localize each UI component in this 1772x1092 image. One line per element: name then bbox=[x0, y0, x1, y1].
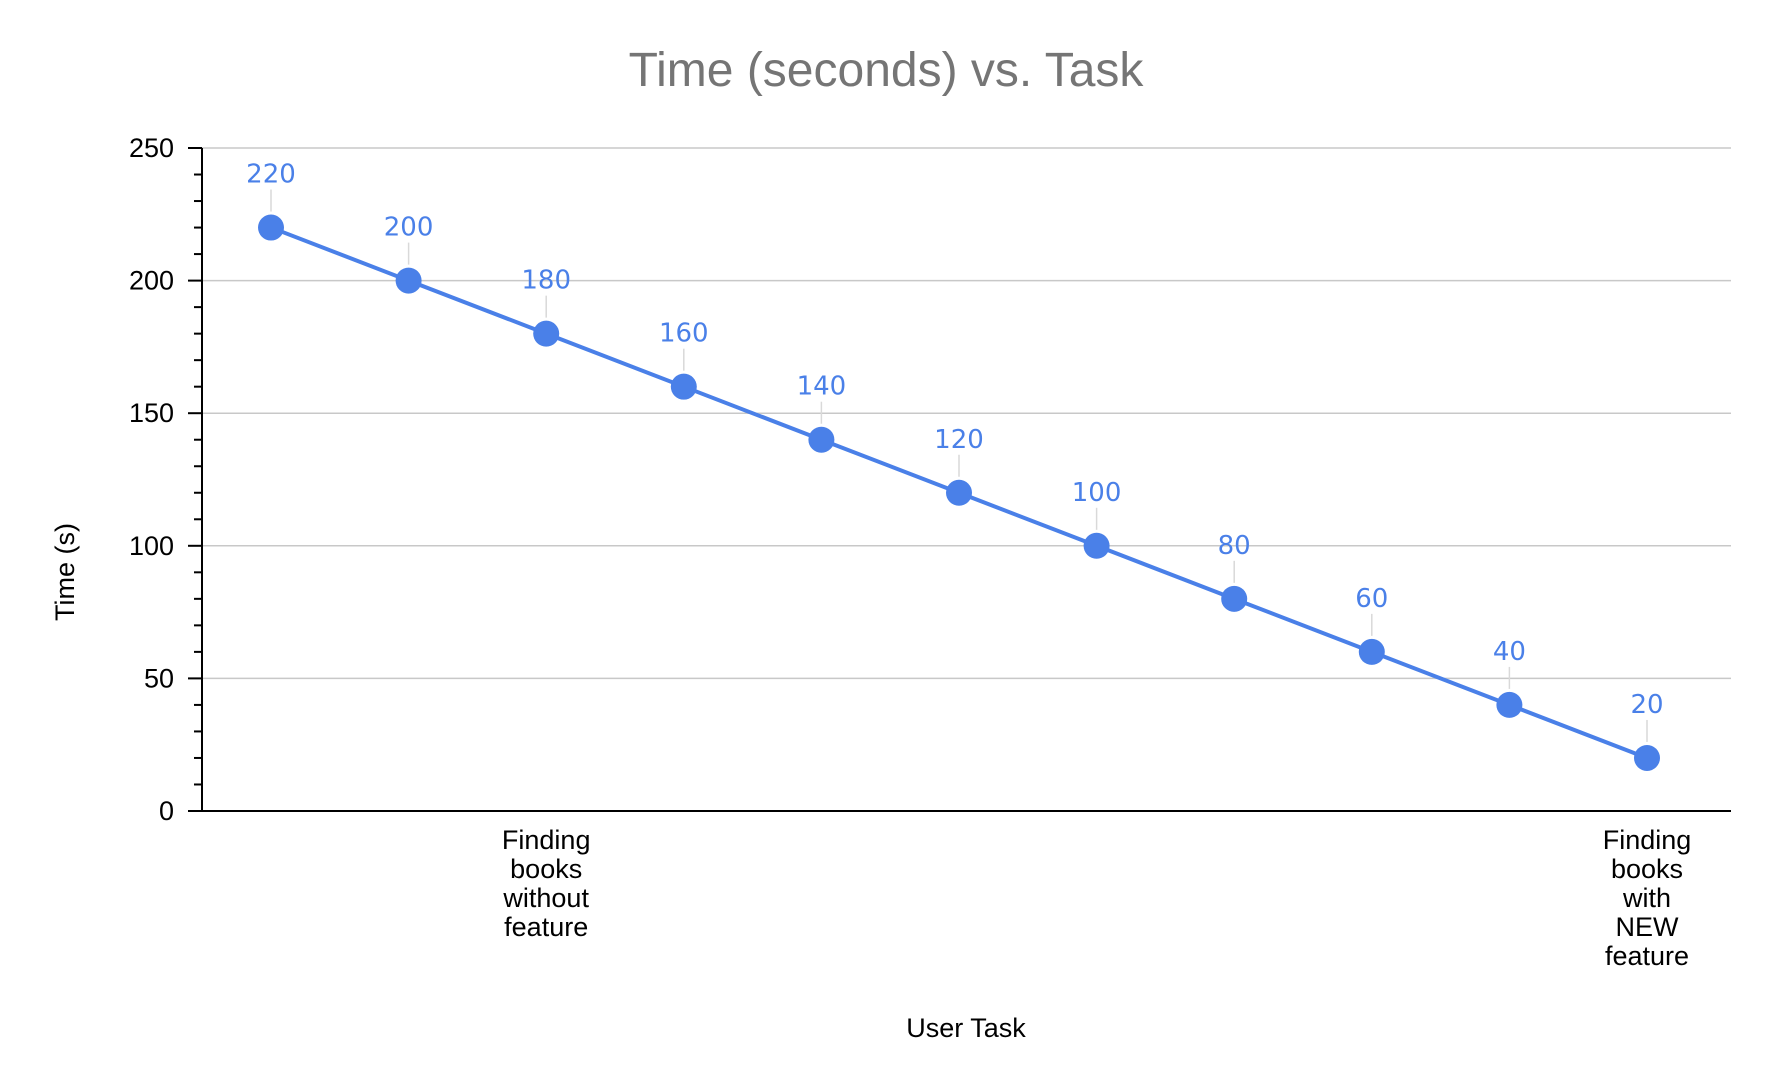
data-label: 20 bbox=[1630, 690, 1663, 720]
y-tick-label: 100 bbox=[129, 531, 174, 561]
data-label: 120 bbox=[934, 425, 984, 455]
data-label: 140 bbox=[797, 372, 847, 402]
y-tick-label: 250 bbox=[129, 133, 174, 163]
data-point[interactable] bbox=[670, 373, 697, 400]
data-labels: 220 200 180 160 140 120 100 80 60 40 20 bbox=[246, 160, 1663, 720]
x-category-label: Finding books with NEW feature bbox=[1603, 825, 1692, 971]
y-axis-ticks: 0 50 100 150 200 250 bbox=[129, 133, 202, 826]
data-points bbox=[258, 214, 1660, 771]
data-point[interactable] bbox=[1083, 532, 1110, 559]
data-label: 40 bbox=[1493, 637, 1526, 667]
x-category-label-line: books bbox=[1611, 854, 1683, 884]
data-point[interactable] bbox=[946, 479, 972, 506]
x-axis-title: User Task bbox=[906, 1013, 1026, 1043]
data-point[interactable] bbox=[533, 320, 560, 347]
y-axis-title: Time (s) bbox=[50, 523, 80, 621]
data-point[interactable] bbox=[258, 214, 284, 241]
axes bbox=[201, 148, 1731, 812]
data-point[interactable] bbox=[1358, 638, 1385, 665]
y-tick-label: 200 bbox=[129, 266, 174, 296]
x-category-label-line: feature bbox=[1605, 941, 1689, 971]
data-label: 220 bbox=[246, 160, 296, 190]
data-point[interactable] bbox=[808, 426, 835, 453]
x-category-label-line: Finding bbox=[1603, 825, 1692, 855]
x-category-label: Finding books without feature bbox=[502, 825, 591, 942]
data-point[interactable] bbox=[395, 267, 422, 294]
data-label: 60 bbox=[1355, 584, 1388, 614]
data-point[interactable] bbox=[1634, 744, 1660, 771]
x-category-label-line: Finding bbox=[502, 825, 591, 855]
x-category-label-line: without bbox=[502, 883, 589, 913]
data-label: 200 bbox=[384, 213, 434, 243]
data-point[interactable] bbox=[1221, 585, 1248, 612]
data-label: 80 bbox=[1218, 531, 1251, 561]
data-label: 160 bbox=[659, 319, 709, 349]
data-label: 100 bbox=[1072, 478, 1122, 508]
x-category-label-line: feature bbox=[504, 912, 588, 942]
data-label-leaders bbox=[270, 189, 1648, 742]
data-point[interactable] bbox=[1496, 691, 1523, 718]
gridlines bbox=[202, 147, 1731, 680]
y-tick-label: 50 bbox=[144, 663, 174, 693]
chart-title: Time (seconds) vs. Task bbox=[629, 44, 1145, 97]
y-tick-label: 150 bbox=[129, 398, 174, 428]
x-category-label-line: books bbox=[510, 854, 582, 884]
data-label: 180 bbox=[521, 266, 571, 296]
y-tick-label: 0 bbox=[159, 796, 174, 826]
x-category-label-line: NEW bbox=[1616, 912, 1680, 942]
x-category-label-line: with bbox=[1622, 883, 1671, 913]
